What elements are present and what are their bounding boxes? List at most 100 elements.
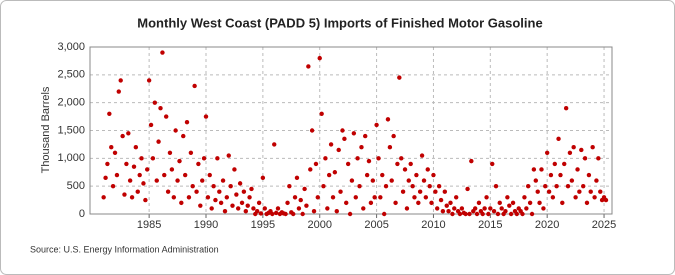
data-point	[433, 189, 438, 194]
x-tick-label: 2015	[478, 219, 502, 231]
data-point	[107, 111, 112, 117]
data-point	[308, 167, 313, 172]
data-point	[507, 203, 512, 208]
data-point	[603, 197, 609, 203]
data-point	[522, 195, 527, 200]
data-point	[594, 178, 599, 183]
data-point	[241, 189, 247, 194]
data-point	[400, 189, 406, 194]
data-point	[179, 200, 184, 206]
data-point	[344, 200, 349, 206]
data-point	[326, 172, 332, 178]
data-point	[359, 145, 364, 150]
data-point	[342, 136, 347, 142]
data-point	[543, 183, 548, 189]
data-point	[416, 200, 421, 206]
data-point	[364, 172, 370, 178]
data-point	[235, 206, 241, 211]
data-point	[215, 156, 220, 161]
data-point	[435, 206, 440, 211]
data-point	[520, 211, 525, 217]
data-point	[425, 167, 430, 172]
data-point	[135, 189, 140, 194]
data-point	[457, 211, 463, 217]
data-point	[158, 106, 163, 111]
data-point	[181, 133, 186, 139]
data-point	[245, 203, 250, 208]
data-point	[218, 200, 224, 206]
data-point	[251, 206, 256, 211]
data-point	[404, 206, 410, 211]
data-point	[598, 189, 603, 194]
data-point	[163, 114, 169, 119]
data-point	[355, 156, 360, 161]
data-point	[395, 161, 400, 167]
data-point	[349, 178, 355, 183]
data-point	[363, 133, 368, 139]
data-point	[133, 145, 139, 150]
data-point	[311, 209, 317, 214]
data-point	[495, 211, 501, 217]
y-tick-label: 3,000	[57, 41, 85, 53]
data-point	[146, 78, 152, 83]
data-point	[565, 183, 571, 189]
data-point	[347, 211, 353, 217]
data-point	[421, 178, 427, 183]
data-point	[152, 100, 158, 105]
data-point	[493, 183, 499, 189]
data-point	[376, 156, 381, 161]
data-point	[321, 183, 326, 189]
data-point	[131, 164, 137, 169]
data-point	[412, 195, 417, 200]
data-point	[129, 195, 135, 200]
data-point	[353, 195, 358, 200]
data-point	[440, 209, 446, 214]
data-point	[581, 183, 586, 189]
data-point	[224, 195, 230, 200]
data-point	[167, 150, 173, 155]
data-point	[298, 197, 303, 203]
data-point	[524, 206, 529, 211]
data-point	[171, 195, 177, 200]
data-point	[186, 195, 192, 200]
data-point	[503, 209, 508, 214]
data-point	[444, 203, 449, 208]
data-point	[109, 145, 114, 150]
data-point	[374, 122, 379, 128]
data-point	[162, 172, 167, 178]
data-point	[442, 189, 448, 194]
data-point	[315, 195, 320, 200]
data-point	[596, 156, 601, 161]
data-point	[533, 178, 539, 183]
data-point	[275, 206, 281, 211]
data-point	[552, 161, 557, 167]
data-point	[408, 161, 413, 167]
data-point	[200, 178, 205, 183]
data-point	[463, 211, 468, 217]
data-point	[469, 158, 474, 164]
data-point	[525, 183, 531, 189]
data-point	[368, 200, 374, 206]
data-point	[529, 211, 535, 217]
data-point	[586, 172, 592, 178]
data-point	[423, 195, 429, 200]
data-point	[579, 147, 584, 153]
data-point	[294, 175, 300, 181]
data-point	[550, 195, 556, 200]
data-point	[399, 156, 404, 161]
data-point	[361, 206, 366, 211]
data-point	[247, 195, 252, 200]
data-point	[370, 178, 376, 183]
data-point	[427, 183, 432, 189]
data-point	[103, 175, 108, 181]
data-point	[417, 189, 423, 194]
data-point	[234, 192, 239, 197]
data-point	[306, 64, 311, 69]
data-point	[448, 200, 453, 206]
data-point	[429, 200, 434, 206]
x-tick-label: 2005	[364, 219, 388, 231]
data-point	[554, 183, 559, 189]
data-point	[296, 206, 302, 211]
